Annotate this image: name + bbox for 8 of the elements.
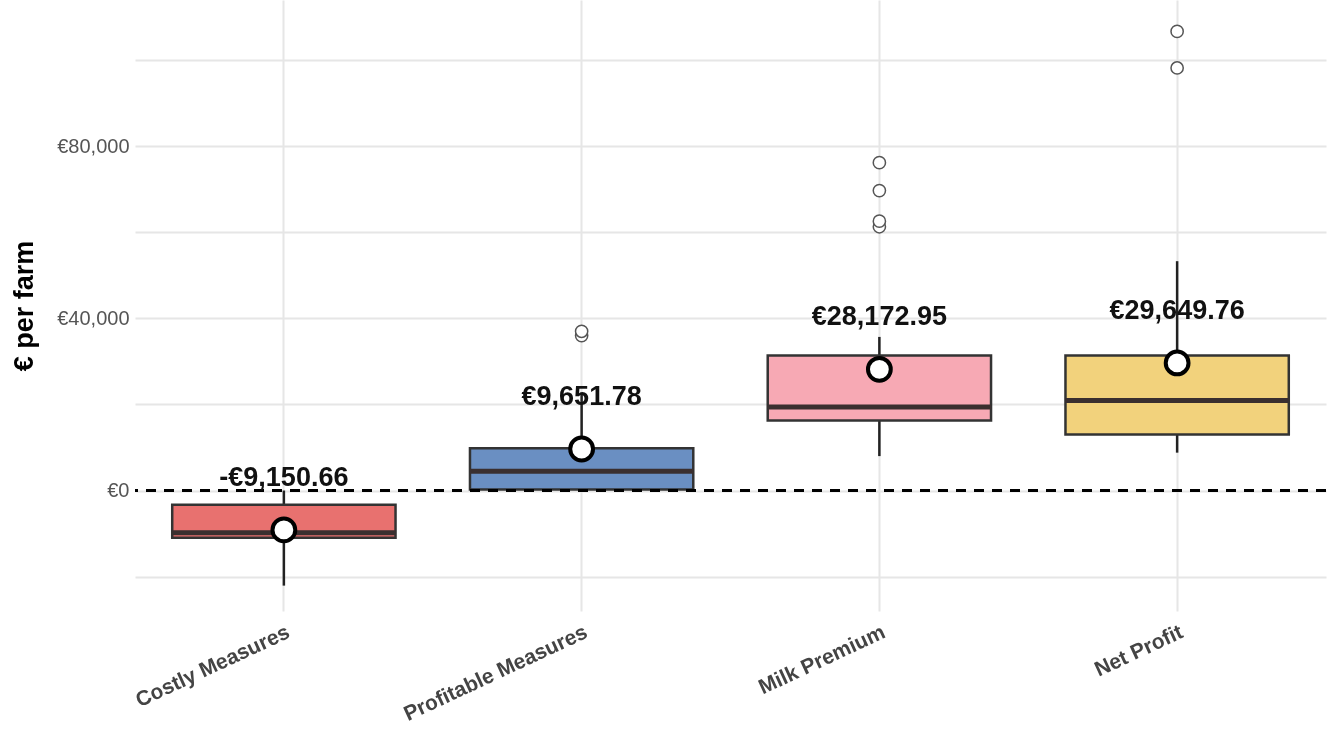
annotation: €9,651.78 bbox=[521, 380, 642, 411]
annotation: €28,172.95 bbox=[811, 301, 947, 332]
annotation: -€9,150.66 bbox=[219, 461, 349, 492]
y-tick-label: €40,000 bbox=[57, 306, 130, 329]
y-tick-label: €80,000 bbox=[57, 134, 130, 157]
y-tick-label: €0 bbox=[107, 479, 130, 502]
x-tick-label: Net Profit bbox=[1090, 619, 1187, 681]
y-axis-title: € per farm bbox=[9, 240, 40, 372]
